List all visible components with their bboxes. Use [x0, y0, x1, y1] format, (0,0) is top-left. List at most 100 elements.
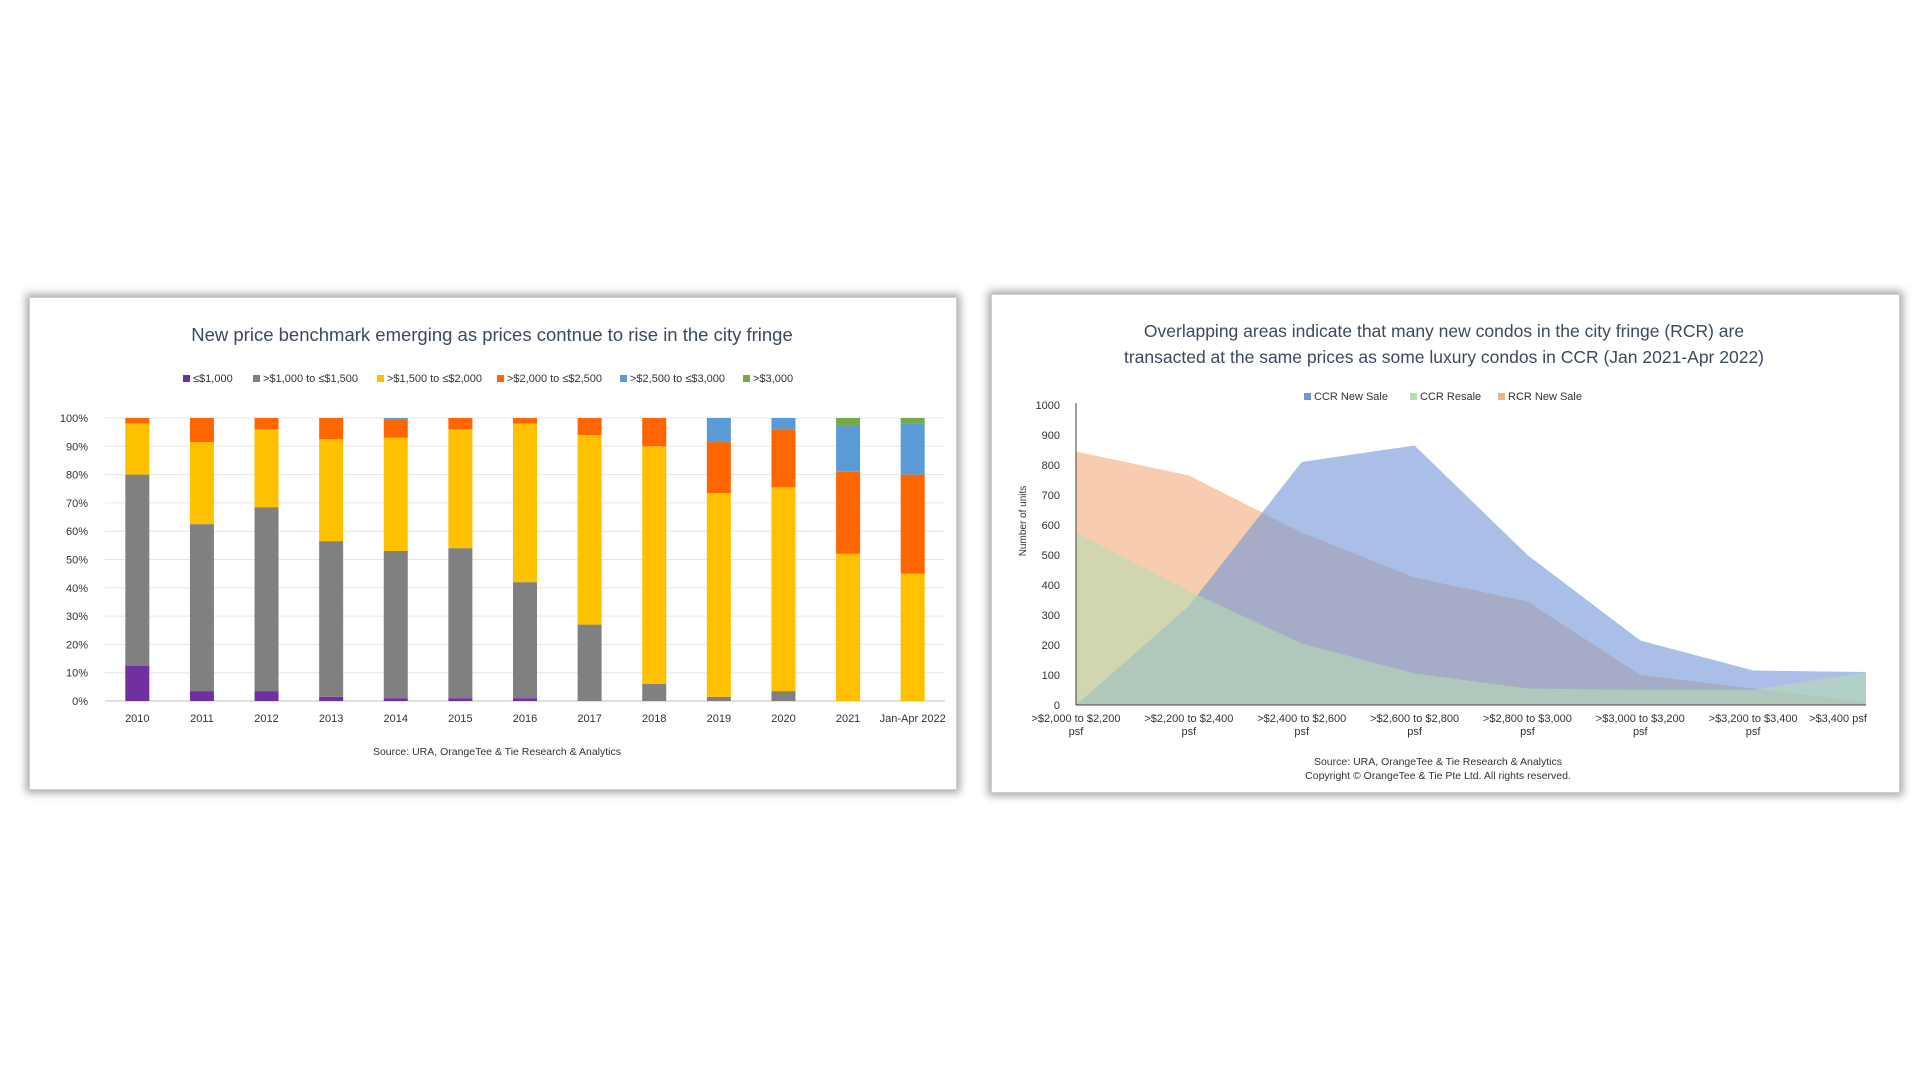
x-tick-label: 2016	[513, 713, 537, 725]
y-tick-label: 100%	[60, 413, 88, 425]
legend-label: CCR New Sale	[1314, 391, 1388, 403]
bar-segment-1-500-to-2-000-2017	[577, 434, 602, 625]
bar-segment-1-000-to-1-500-2012	[254, 507, 279, 692]
area-chart: Overlapping areas indicate that many new…	[1018, 321, 1868, 782]
legend-swatch-1-500-to-2-000	[377, 375, 384, 382]
bar-segment-1-500-to-2-000-2018	[642, 446, 667, 685]
x-tick-label: >$2,600 to $2,800	[1370, 713, 1459, 725]
x-tick-label: >$2,000 to $2,200	[1032, 713, 1121, 725]
y-tick-label: 30%	[66, 611, 88, 623]
x-tick-label: >$2,400 to $2,600	[1257, 713, 1346, 725]
y-tick-label: 10%	[66, 668, 88, 680]
bar-segment-1-500-to-2-000-2019	[706, 492, 731, 697]
bar-segment-1-000-2014	[383, 698, 408, 701]
y-tick-label: 400	[1042, 580, 1060, 592]
bar-segment-1-500-to-2-000-2013	[319, 439, 344, 542]
x-tick-label: psf	[1294, 726, 1310, 738]
bar-segment-2-500-to-3-000-jan-apr-2022	[900, 423, 925, 475]
bar-segment-1-000-to-1-500-2018	[642, 684, 667, 701]
y-tick-label: 300	[1042, 610, 1060, 622]
area-ccr-resale	[1076, 532, 1866, 705]
x-tick-label: >$2,800 to $3,000	[1483, 713, 1572, 725]
bar-segment-1-000-2010	[125, 665, 150, 701]
bar-segment-3-000-jan-apr-2022	[900, 418, 925, 424]
legend-swatch-2-000-to-2-500	[497, 375, 504, 382]
x-tick-label: 2018	[642, 713, 666, 725]
legend-label: CCR Resale	[1420, 391, 1481, 403]
area-chart-panel: Overlapping areas indicate that many new…	[991, 294, 1900, 793]
y-tick-label: 800	[1042, 460, 1060, 472]
bar-segment-2-500-to-3-000-2014	[383, 418, 408, 420]
legend-label: >$1,500 to ≤$2,000	[387, 373, 482, 385]
bar-segment-1-000-2012	[254, 691, 279, 701]
y-tick-label: 0	[1054, 700, 1060, 712]
bar-segment-1-000-2013	[319, 696, 344, 701]
bar-segment-2-000-to-2-500-2014	[383, 419, 408, 438]
bar-segment-2-000-to-2-500-2021	[836, 471, 861, 554]
axes	[1075, 403, 1866, 706]
y-tick-label: 0%	[72, 696, 88, 708]
x-tick-label: >$2,200 to $2,400	[1144, 713, 1233, 725]
y-tick-label: 50%	[66, 555, 88, 567]
y-tick-label: 20%	[66, 639, 88, 651]
y-axis-ticks: 0% 10% 20% 30% 40% 50% 60% 70% 80% 90% 100%	[60, 413, 88, 708]
bar-segment-1-000-to-1-500-2016	[513, 582, 537, 699]
x-tick-label: 2021	[836, 713, 860, 725]
legend-label: >$2,000 to ≤$2,500	[507, 373, 602, 385]
source-note: Source: URA, OrangeTee & Tie Research & …	[373, 746, 621, 758]
legend-swatch-1-000	[183, 375, 190, 382]
y-tick-label: 70%	[66, 498, 88, 510]
bar-segment-2-000-to-2-500-2020	[771, 429, 796, 488]
x-tick-label: psf	[1520, 726, 1536, 738]
legend-swatch-ccr-resale	[1410, 393, 1417, 400]
bar-segment-1-000-to-1-500-2011	[189, 524, 214, 692]
bars	[125, 418, 925, 701]
y-tick-label: 90%	[66, 441, 88, 453]
legend-label: RCR New Sale	[1508, 391, 1582, 403]
bar-segment-2-500-to-3-000-2019	[706, 418, 731, 443]
bar-segment-1-000-to-1-500-2010	[125, 474, 150, 666]
bar-segment-2-000-to-2-500-2010	[125, 418, 150, 424]
stacked-bar-chart-panel: New price benchmark emerging as prices c…	[29, 297, 957, 790]
y-tick-label: 200	[1042, 640, 1060, 652]
y-tick-label: 900	[1042, 430, 1060, 442]
bar-segment-1-500-to-2-000-2015	[448, 429, 473, 549]
bar-segment-2-000-to-2-500-2012	[254, 418, 279, 430]
x-tick-label: psf	[1182, 726, 1198, 738]
chart-title-line-2: transacted at the same prices as some lu…	[1124, 347, 1764, 367]
bar-segment-1-000-to-1-500-2020	[771, 691, 796, 701]
y-axis-label: Number of units	[1018, 486, 1029, 557]
bar-segment-1-000-to-1-500-2017	[577, 624, 602, 701]
x-tick-label: >$3,200 to $3,400	[1709, 713, 1798, 725]
bar-segment-2-000-to-2-500-2013	[319, 418, 344, 440]
legend-label: >$3,000	[753, 373, 793, 385]
bar-segment-1-000-to-1-500-2015	[448, 548, 473, 699]
y-tick-label: 40%	[66, 583, 88, 595]
y-tick-label: 1000	[1036, 400, 1060, 412]
bar-segment-1-500-to-2-000-2016	[513, 423, 537, 583]
x-tick-label: psf	[1746, 726, 1762, 738]
x-tick-label: 2019	[707, 713, 731, 725]
x-tick-label: 2012	[254, 713, 278, 725]
y-tick-label: 100	[1042, 670, 1060, 682]
copyright-note: Copyright © OrangeTee & Tie Pte Ltd. All…	[1305, 770, 1571, 782]
bar-segment-3-000-2021	[836, 418, 861, 426]
x-tick-label: 2020	[771, 713, 795, 725]
bar-segment-1-500-to-2-000-2014	[383, 437, 408, 552]
x-tick-label: psf	[1633, 726, 1649, 738]
bar-segment-1-500-to-2-000-2010	[125, 423, 150, 475]
bar-segment-2-000-to-2-500-2019	[706, 442, 731, 493]
bar-segment-1-000-2016	[513, 698, 537, 701]
stacked-bar-chart: New price benchmark emerging as prices c…	[60, 324, 946, 758]
y-tick-label: 600	[1042, 520, 1060, 532]
bar-segment-2-000-to-2-500-2018	[642, 418, 667, 447]
x-tick-label: 2015	[448, 713, 472, 725]
legend: CCR New Sale CCR Resale RCR New Sale	[1304, 391, 1582, 403]
x-tick-label: psf	[1407, 726, 1423, 738]
bar-segment-1-500-to-2-000-jan-apr-2022	[900, 573, 925, 701]
x-tick-label: Jan-Apr 2022	[880, 713, 946, 725]
bar-segment-1-000-to-1-500-2014	[383, 551, 408, 699]
bar-segment-2-000-to-2-500-2016	[513, 418, 537, 424]
chart-title-line-1: Overlapping areas indicate that many new…	[1144, 321, 1744, 341]
